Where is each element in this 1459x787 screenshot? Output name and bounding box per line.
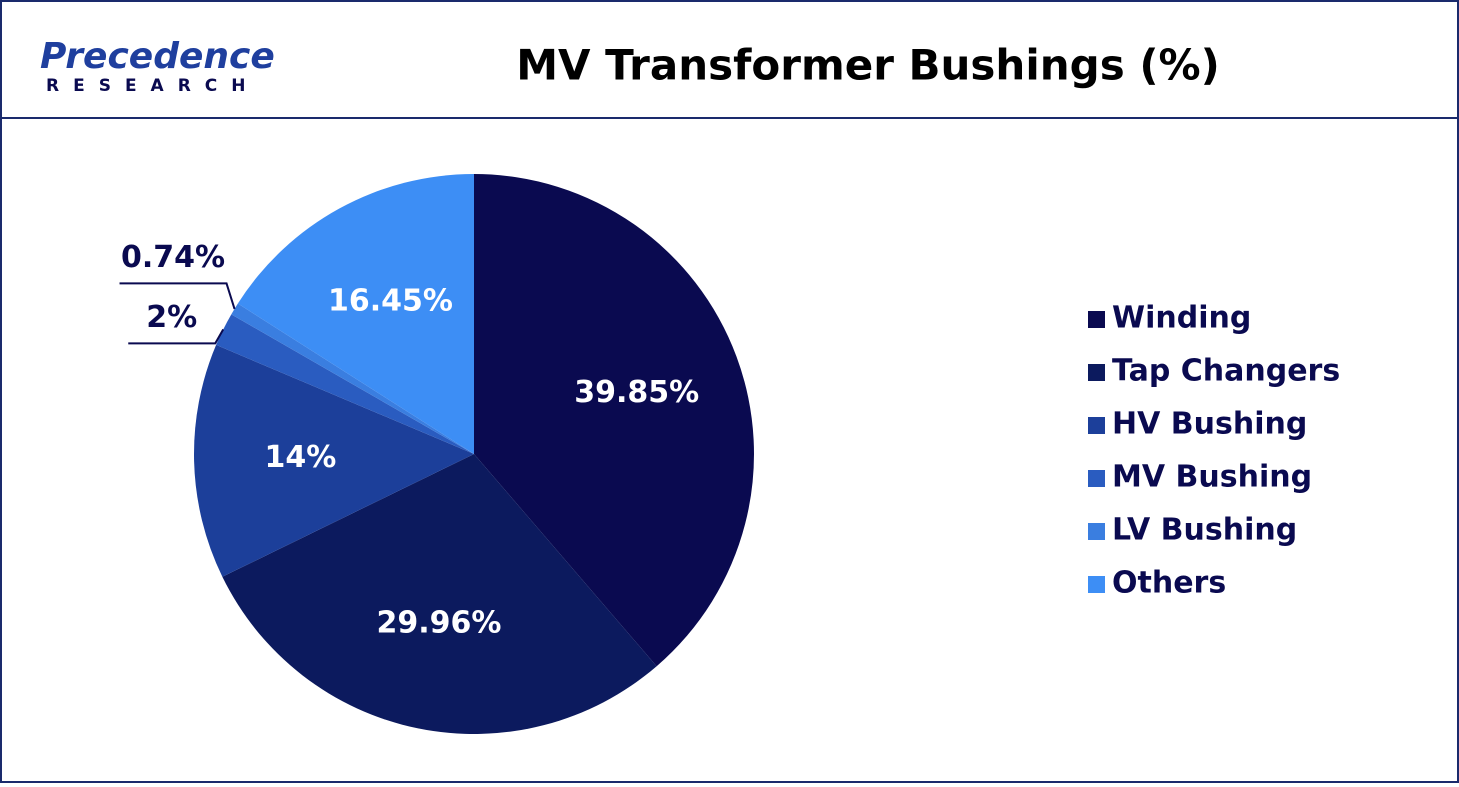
data-label: 14% [265, 440, 337, 475]
data-label: 16.45% [328, 283, 453, 318]
data-label: 29.96% [377, 606, 502, 641]
pie-slice [222, 454, 657, 734]
leader-line [128, 328, 225, 345]
legend-swatch [1088, 311, 1105, 328]
legend-label: MV Bushing [1112, 460, 1312, 495]
legend-label: Tap Changers [1112, 354, 1340, 389]
pie-slice [231, 303, 474, 454]
legend-label: HV Bushing [1112, 407, 1307, 442]
data-label: 2% [146, 300, 197, 335]
data-label: 39.85% [574, 375, 699, 410]
logo-name: Precedence [40, 36, 275, 77]
logo-sub: RESEARCH [46, 76, 260, 96]
legend-swatch [1088, 576, 1105, 593]
legend-swatch [1088, 523, 1105, 540]
legend-label: Winding [1112, 301, 1251, 336]
leader-line [119, 282, 236, 310]
pie-slice [216, 314, 475, 454]
legend-swatch [1088, 470, 1105, 487]
data-label: 0.74% [121, 240, 225, 275]
legend-swatch [1088, 364, 1105, 381]
legend-swatch [1088, 417, 1105, 434]
pie-slice [193, 344, 474, 577]
legend-label: LV Bushing [1112, 513, 1297, 548]
pie-slice [237, 174, 474, 454]
pie-slice [474, 174, 754, 667]
legend-label: Others [1112, 566, 1226, 601]
chart-title: MV Transformer Bushings (%) [516, 41, 1220, 90]
